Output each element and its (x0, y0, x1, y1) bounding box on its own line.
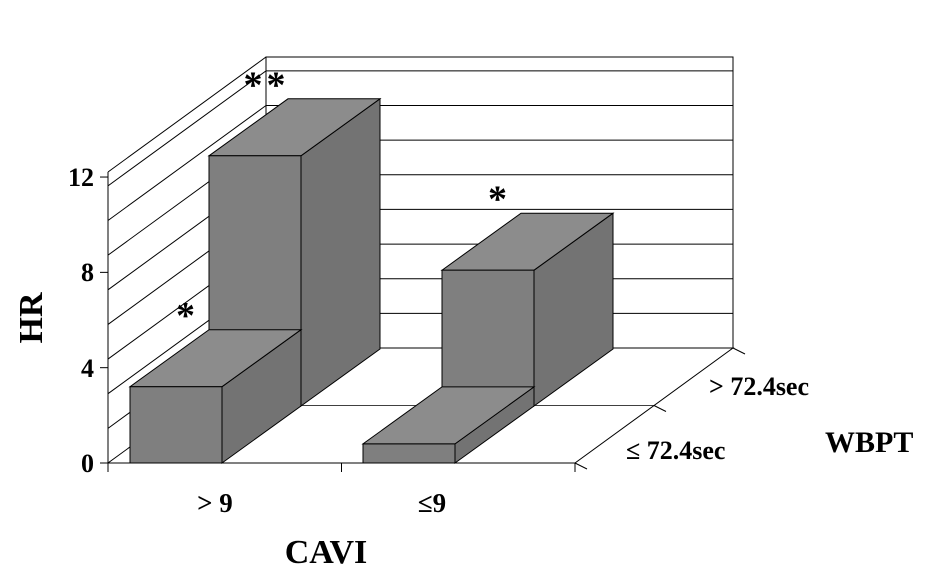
x-tick-label: > 9 (197, 488, 233, 518)
depth-tick-mark (732, 347, 746, 355)
y-tick-label: 12 (68, 163, 94, 192)
side-gridline (107, 70, 267, 187)
x-axis-label: CAVI (285, 534, 368, 571)
significance-annotations: **** (176, 64, 511, 337)
bar-front-face (362, 443, 456, 464)
bar (128, 328, 303, 464)
depth-tick-label: > 72.4sec (709, 372, 809, 401)
y-tick-label: 8 (81, 258, 94, 287)
bar-front-face (129, 386, 223, 464)
bar (440, 212, 615, 407)
x-tick-label: ≤9 (418, 488, 446, 518)
significance-star: * (488, 179, 511, 221)
labels-group: HR CAVI WBPT > 9 ≤9 ≤ 72.4sec > 72.4sec … (13, 163, 913, 571)
depth-tick-label: ≤ 72.4sec (626, 436, 725, 465)
depth-tick-mark (574, 462, 588, 470)
side-wall-top-edge (107, 56, 267, 173)
depth-axis-label: WBPT (825, 426, 913, 459)
bar-front-face (441, 269, 535, 407)
depth-tick-mark (653, 405, 667, 412)
y-tick-label: 4 (81, 354, 94, 383)
bars-group (128, 97, 615, 464)
bar (361, 385, 536, 464)
significance-star: ** (244, 64, 290, 106)
bar (207, 97, 382, 407)
significance-star: * (176, 295, 199, 337)
y-axis-label: HR (13, 292, 50, 343)
side-gridline (107, 105, 267, 221)
y-tick-label: 0 (81, 449, 94, 478)
